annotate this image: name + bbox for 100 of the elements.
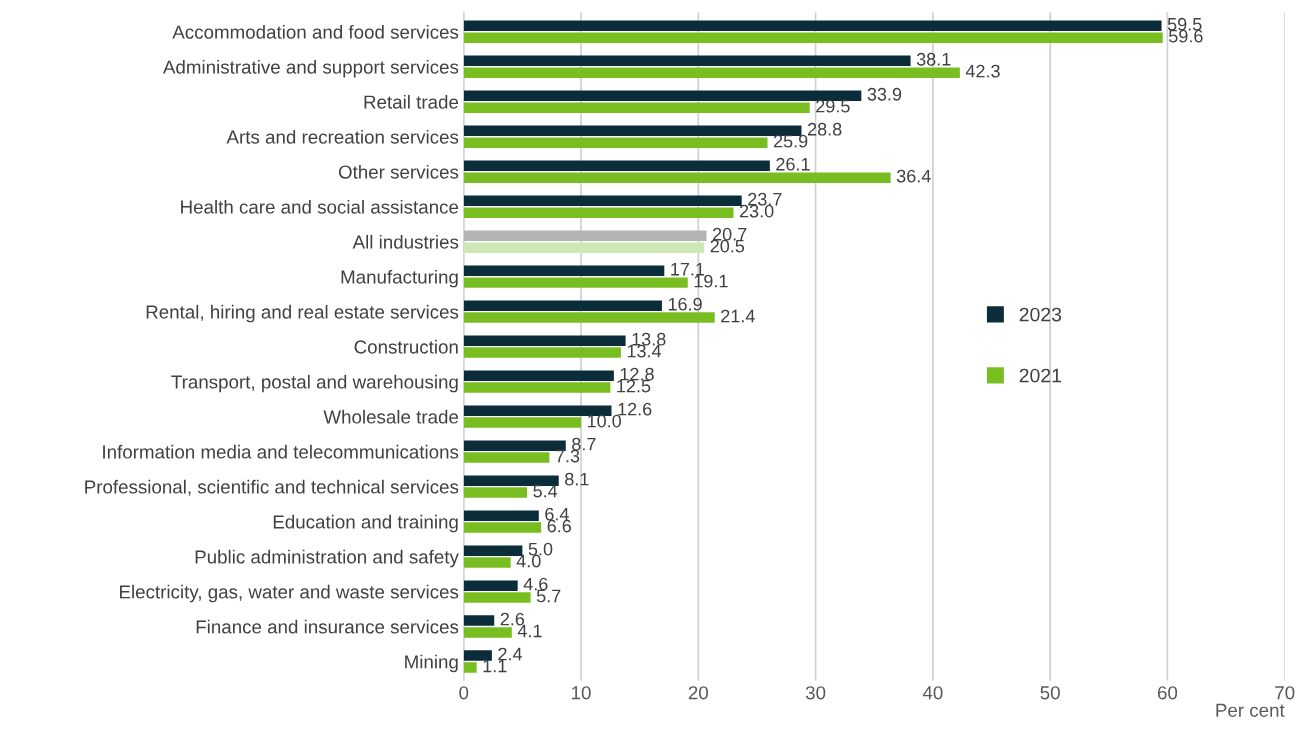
data-label: 1.1: [483, 659, 507, 673]
y-tick-label: Mining: [405, 654, 458, 673]
x-axis-title: Per cent: [1216, 703, 1285, 717]
data-label: 4.0: [516, 554, 541, 568]
data-label: 16.9: [668, 297, 702, 311]
bar: [463, 662, 477, 673]
data-label: 8.1: [565, 472, 589, 486]
y-tick-label: Administrative and support services: [162, 59, 459, 78]
bar: [463, 335, 626, 346]
data-label: 17.1: [671, 262, 705, 276]
data-label: 5.0: [528, 542, 553, 556]
bar: [463, 452, 550, 463]
data-label: 25.9: [773, 134, 808, 148]
bar: [463, 510, 539, 521]
y-tick-label: Other services: [338, 164, 459, 179]
bar: [463, 487, 528, 498]
bar: [463, 195, 742, 206]
data-label: 42.3: [965, 64, 1000, 78]
bar: [463, 557, 511, 568]
x-tick-label: 0: [459, 686, 469, 700]
bar: [463, 440, 566, 451]
y-tick-label: Education and training: [273, 514, 458, 533]
y-tick-label: Information media and telecommunications: [103, 444, 459, 459]
x-tick-label: 20: [688, 686, 708, 700]
bar: [463, 650, 492, 661]
data-label: 6.4: [545, 507, 569, 521]
y-tick-label: Health care and social assistance: [181, 199, 459, 214]
bar: [463, 67, 960, 78]
bar: [463, 20, 1162, 32]
y-tick-label: All industries: [352, 234, 459, 249]
bar: [463, 277, 688, 288]
y-tick-label: Accommodation and food services: [172, 24, 459, 39]
data-label: 4.1: [517, 624, 542, 638]
x-tick-label: 70: [1275, 686, 1295, 700]
y-tick-label: Wholesale trade: [323, 409, 459, 424]
data-label: 4.6: [523, 577, 548, 591]
bar: [463, 347, 621, 358]
bar: [463, 405, 612, 416]
legend-label: 2021: [1019, 368, 1062, 383]
y-tick-label: Public administration and safety: [195, 549, 459, 568]
bar: [463, 627, 512, 638]
y-tick-label: Retail trade: [364, 94, 459, 109]
bar: [463, 382, 611, 393]
bar: [463, 592, 531, 603]
y-tick-label: Arts and recreation services: [226, 129, 459, 144]
x-tick-label: 30: [805, 686, 826, 700]
y-tick-label: Electricity, gas, water and waste services: [120, 584, 459, 603]
x-tick-label: 60: [1157, 686, 1178, 700]
bar: [463, 475, 559, 486]
bar: [463, 137, 768, 148]
data-label: 23.0: [739, 204, 774, 218]
data-label: 12.6: [618, 402, 652, 416]
data-label: 7.3: [555, 449, 580, 463]
bar: [463, 102, 810, 113]
data-label: 26.1: [776, 157, 810, 171]
y-tick-label: Manufacturing: [341, 269, 458, 288]
bar: [463, 370, 614, 381]
data-label: 29.5: [816, 99, 850, 113]
data-label: 5.7: [536, 589, 561, 603]
legend-label: 2023: [1019, 307, 1062, 322]
bar: [463, 545, 523, 556]
y-tick-label: Transport, postal and warehousing: [171, 374, 458, 393]
data-label: 5.4: [533, 484, 558, 498]
y-tick-label: Construction: [354, 339, 458, 354]
data-label: 38.1: [916, 52, 951, 66]
data-label: 10.0: [587, 414, 622, 428]
y-tick-label: Rental, hiring and real estate services: [146, 304, 459, 323]
bar: [463, 580, 518, 591]
bar: [463, 615, 495, 626]
data-label: 19.1: [694, 274, 728, 288]
bar: [463, 230, 707, 241]
bar: [463, 522, 542, 533]
y-tick-label: Professional, scientific and technical services: [85, 479, 459, 496]
data-label: 6.6: [547, 519, 572, 533]
x-tick-label: 40: [922, 686, 943, 700]
y-tick-label: Finance and insurance services: [196, 619, 459, 634]
bar: [463, 417, 582, 428]
data-label: 2.4: [498, 647, 523, 661]
bar: [463, 242, 705, 253]
data-label: 2.6: [500, 612, 525, 626]
x-tick-label: 50: [1040, 686, 1060, 700]
data-label: 20.7: [712, 227, 747, 241]
bar: [463, 265, 665, 276]
data-label: 36.4: [896, 169, 931, 183]
x-tick-label: 10: [572, 686, 591, 700]
data-label: 21.4: [721, 309, 755, 323]
bar: [463, 55, 911, 67]
bar: [463, 300, 662, 311]
bar: [463, 160, 770, 172]
data-label: 12.8: [620, 367, 654, 381]
bar: [463, 32, 1163, 43]
bar: [463, 172, 891, 183]
data-label: 59.6: [1169, 29, 1203, 43]
data-label: 20.5: [710, 239, 745, 253]
data-label: 28.8: [807, 122, 842, 136]
data-label: 33.9: [867, 87, 902, 101]
data-label: 13.4: [627, 344, 662, 358]
data-label: 8.7: [572, 437, 596, 451]
bar: [463, 207, 734, 218]
data-label: 12.5: [617, 379, 651, 393]
